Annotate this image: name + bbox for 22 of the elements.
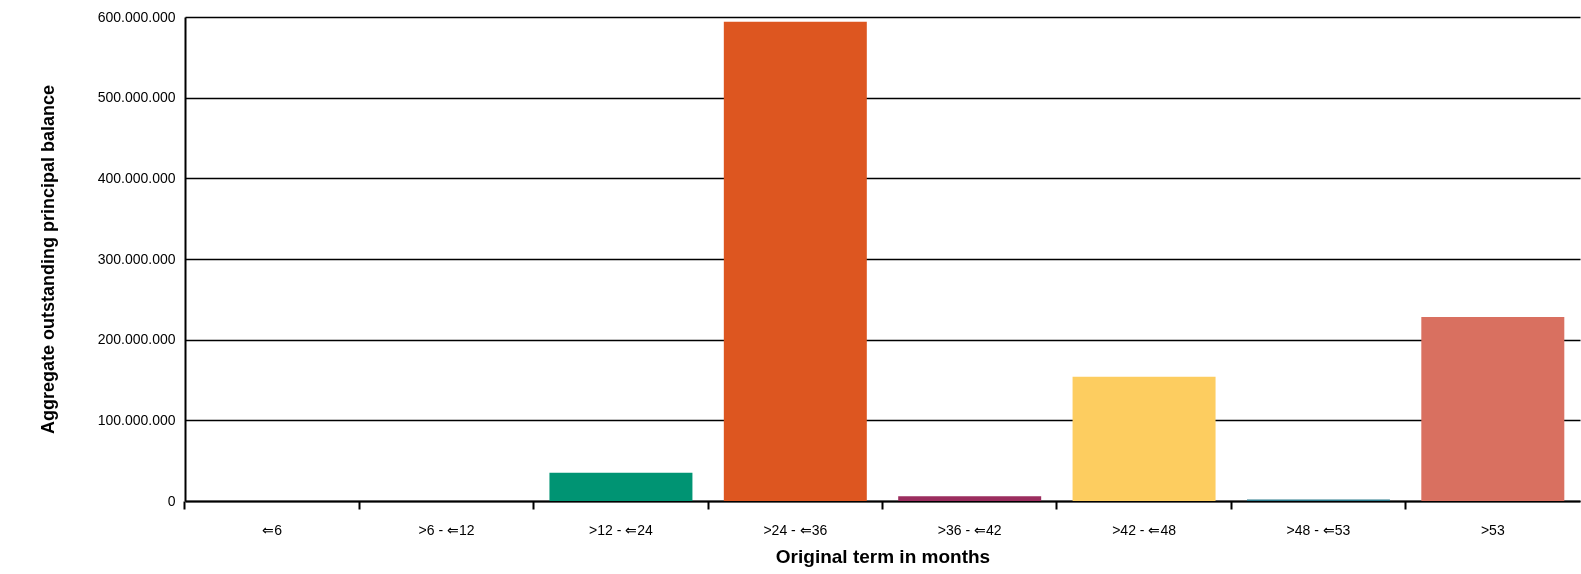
x-tick-label: >12 - ⇐24 xyxy=(589,521,654,538)
bar xyxy=(1072,376,1216,501)
x-tick-label: >6 - ⇐12 xyxy=(418,521,475,538)
x-tick-label: >48 - ⇐53 xyxy=(1286,521,1351,538)
y-tick-label: 100.000.000 xyxy=(97,411,176,428)
x-tick-label: >42 - ⇐48 xyxy=(1112,521,1177,538)
x-tick-label: ⇐6 xyxy=(262,521,283,538)
bar xyxy=(898,496,1042,501)
y-tick-label: 600.000.000 xyxy=(97,8,176,25)
x-tick-label: >36 - ⇐42 xyxy=(937,521,1002,538)
y-axis-title: Aggregate outstanding principal balance xyxy=(37,84,58,435)
bar xyxy=(549,472,693,501)
x-axis-title: Original term in months xyxy=(775,545,991,567)
x-tick-label: >24 - ⇐36 xyxy=(763,521,828,538)
y-tick-label: 0 xyxy=(167,492,176,509)
y-tick-label: 400.000.000 xyxy=(97,169,176,186)
y-tick-label: 300.000.000 xyxy=(97,250,176,267)
x-tick-label: >53 xyxy=(1480,521,1505,538)
bar xyxy=(1421,317,1565,501)
y-tick-label: 500.000.000 xyxy=(97,89,176,106)
bar xyxy=(723,21,867,501)
y-tick-label: 200.000.000 xyxy=(97,331,176,348)
